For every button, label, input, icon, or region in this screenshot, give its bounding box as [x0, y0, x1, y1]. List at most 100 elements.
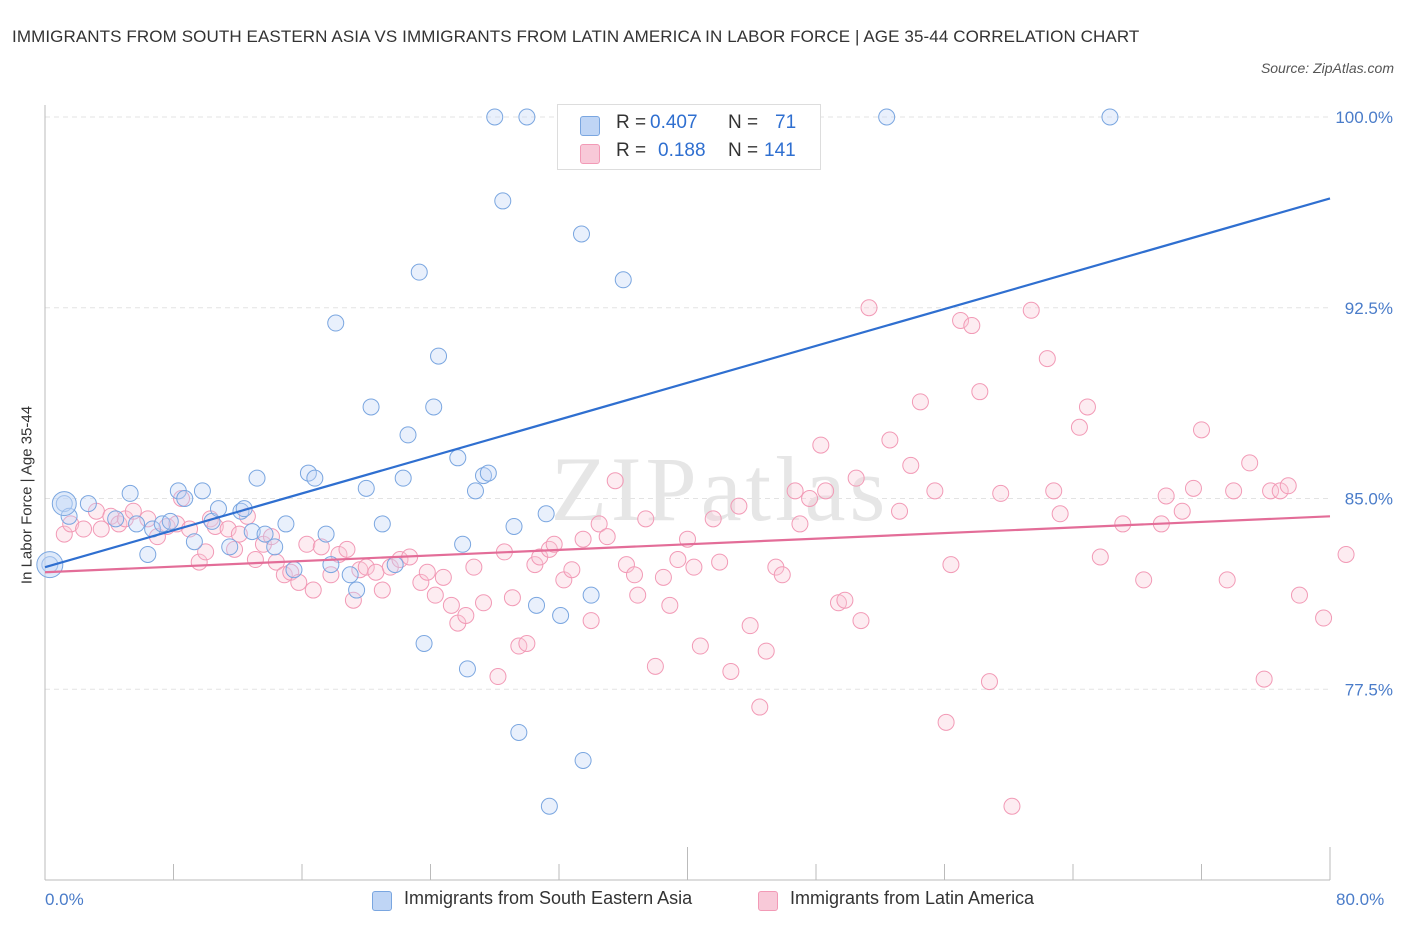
asia-point	[277, 515, 295, 533]
latin-point	[629, 586, 647, 604]
latin-point	[669, 551, 687, 569]
asia-point	[1101, 108, 1119, 126]
latin-point	[545, 535, 563, 553]
x-tick-label-max: 80.0%	[1336, 890, 1385, 909]
latin-point	[741, 617, 759, 635]
asia-point	[266, 538, 284, 556]
latin-point	[338, 540, 356, 558]
asia-point	[458, 660, 476, 678]
latin-point	[1241, 454, 1259, 472]
latin-point	[1279, 477, 1297, 495]
asia-trend-line	[44, 197, 1331, 569]
latin-point	[563, 561, 581, 579]
latin-point	[1193, 421, 1210, 439]
latin-point	[817, 482, 835, 500]
latin-point	[980, 673, 998, 691]
latin-point	[298, 535, 316, 553]
asia-point	[574, 751, 592, 769]
asia-point	[248, 469, 266, 487]
latin-point	[942, 556, 960, 574]
asia-point	[415, 634, 433, 652]
latin-point	[426, 586, 444, 604]
latin-r-label: R =	[616, 140, 647, 161]
latin-point	[304, 581, 322, 599]
latin-point	[518, 634, 536, 652]
latin-point	[1078, 398, 1096, 416]
asia-point	[209, 500, 227, 518]
latin-point	[475, 594, 493, 612]
asia-point	[494, 192, 512, 210]
latin-point	[442, 596, 460, 614]
latin-point	[992, 484, 1010, 502]
latin-point	[952, 311, 970, 329]
latin-point	[926, 482, 944, 500]
latin-point	[836, 591, 854, 609]
asia-point	[425, 398, 443, 416]
source-note: Source: ZipAtlas.com	[1260, 60, 1394, 76]
asia-point	[614, 271, 632, 289]
latin-point	[1225, 482, 1243, 500]
legend-label-asia: Immigrants from South Eastern Asia	[404, 888, 693, 908]
asia-point	[362, 398, 380, 416]
watermark: ZIPatlas	[551, 438, 890, 540]
latin-point	[1262, 482, 1280, 500]
asia-point	[537, 505, 555, 523]
asia-point	[107, 510, 125, 528]
latin-point	[246, 551, 264, 569]
latin-point	[911, 393, 929, 411]
asia-point	[327, 314, 345, 332]
asia-point-large	[51, 491, 77, 517]
latin-point	[75, 520, 93, 538]
y-tick-label: 77.5%	[1345, 680, 1393, 699]
asia-point	[386, 556, 404, 574]
latin-point	[646, 657, 664, 675]
asia-point	[121, 484, 139, 502]
y-tick-label: 100.0%	[1335, 108, 1393, 127]
latin-point	[373, 581, 391, 599]
latin-point	[503, 589, 521, 607]
asia-point	[505, 517, 523, 535]
latin-point	[722, 662, 740, 680]
latin-point	[344, 591, 362, 609]
latin-point	[757, 642, 775, 660]
latin-point	[55, 525, 73, 543]
asia-point	[572, 225, 590, 243]
asia-point	[479, 464, 497, 482]
legend-swatch-asia	[372, 891, 392, 911]
asia-point	[139, 545, 157, 563]
asia-point	[528, 596, 546, 614]
latin-point	[801, 490, 819, 507]
asia-point	[454, 535, 472, 553]
latin-point	[1114, 515, 1132, 533]
latin-swatch	[580, 144, 600, 164]
asia-n-value: 71	[775, 112, 797, 133]
asia-point	[399, 426, 417, 444]
latin-point	[711, 553, 729, 571]
legend-label-latin: Immigrants from Latin America	[790, 888, 1035, 908]
latin-point	[786, 482, 804, 500]
latin-point	[661, 596, 679, 614]
latin-n-value: 141	[764, 140, 796, 161]
asia-point	[582, 586, 600, 604]
latin-point	[590, 515, 608, 533]
latin-point	[625, 566, 643, 584]
latin-point	[312, 538, 330, 556]
latin-point	[963, 317, 981, 335]
latin-point	[1173, 502, 1191, 520]
latin-point	[1091, 548, 1109, 566]
latin-point	[412, 573, 430, 591]
latin-point	[457, 606, 475, 624]
asia-point	[161, 512, 179, 530]
latin-point	[860, 299, 878, 317]
latin-point	[1290, 586, 1308, 604]
latin-point	[691, 637, 709, 655]
asia-point	[552, 606, 570, 624]
latin-point	[465, 558, 483, 576]
latin-point	[852, 612, 870, 630]
latin-point	[1070, 418, 1088, 436]
asia-point	[394, 469, 412, 487]
latin-point	[730, 497, 748, 515]
asia-point	[176, 490, 194, 507]
latin-r-value: 0.188	[658, 140, 706, 161]
asia-point	[486, 108, 504, 126]
